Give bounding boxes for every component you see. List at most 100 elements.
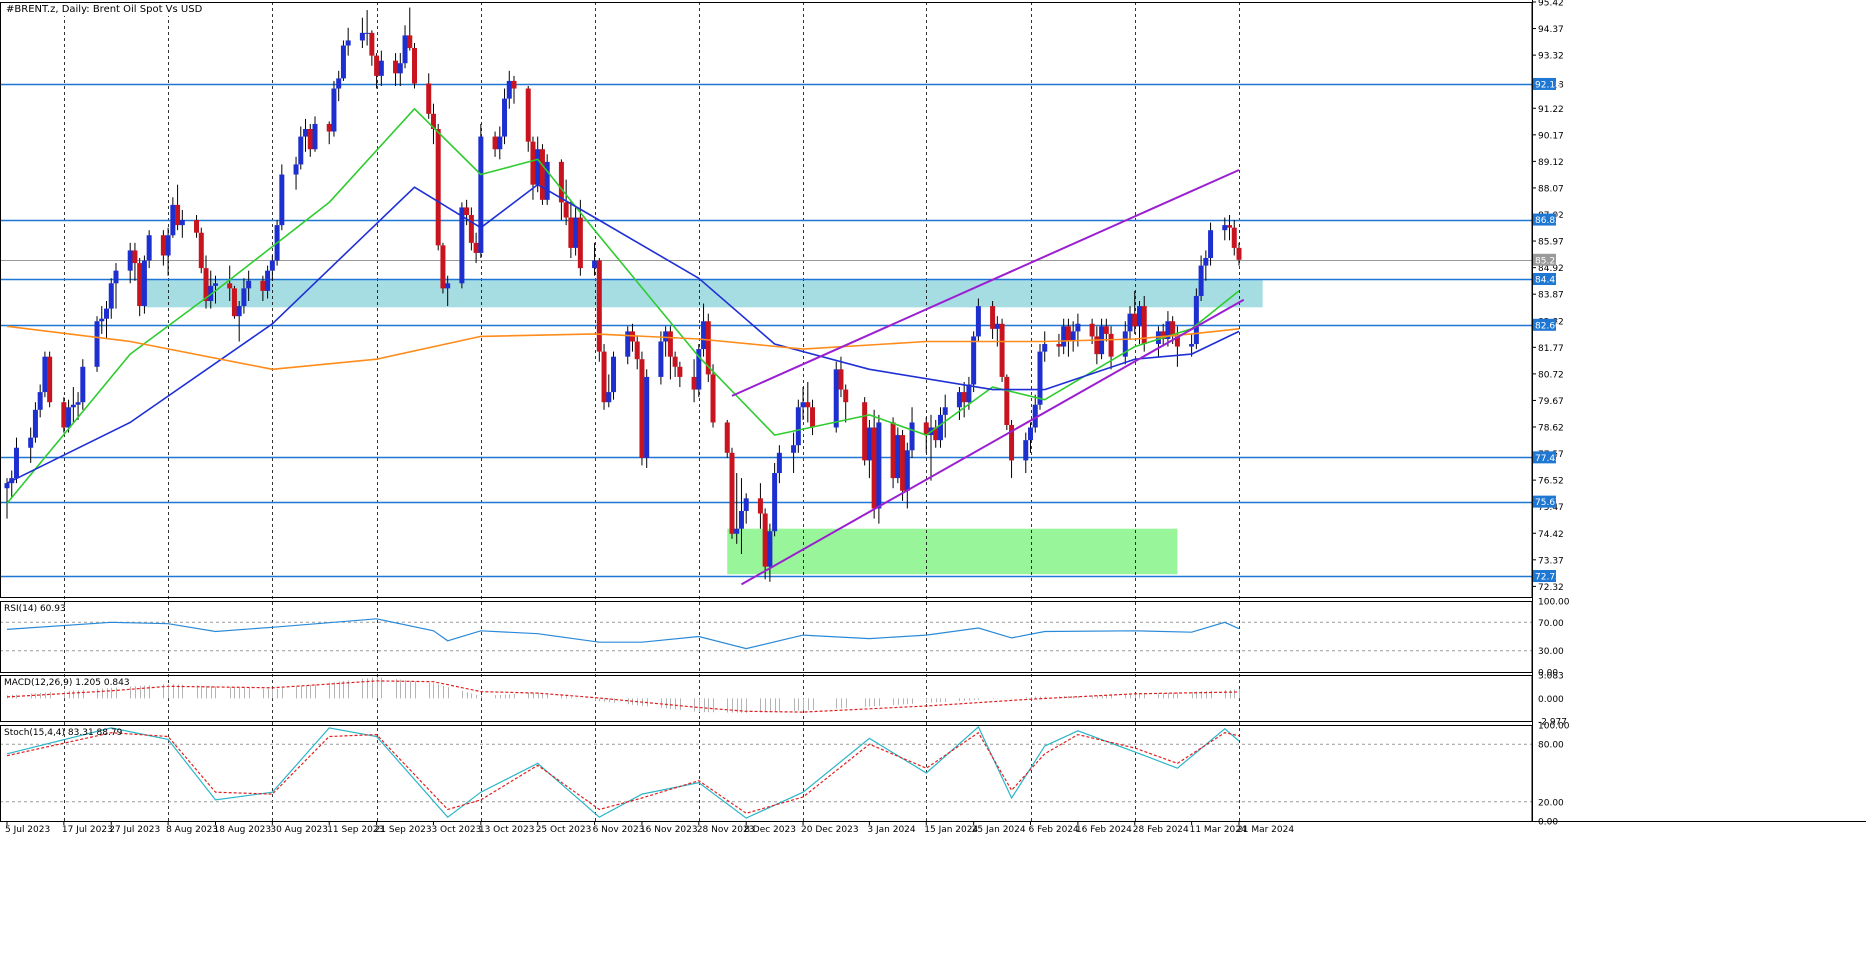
- bear-candle: [677, 366, 683, 377]
- price-tick-label: 93.32: [1538, 52, 1564, 62]
- bull-candle: [776, 452, 782, 474]
- stoch-label: Stoch(15,4,4) 83.31 88.79: [4, 728, 123, 738]
- bear-candle: [558, 161, 564, 203]
- macd-tick-label: 3.083: [1538, 672, 1564, 682]
- macd-pane-frame: [0, 675, 1533, 722]
- bear-candle: [1065, 326, 1071, 342]
- bear-candle: [563, 202, 569, 218]
- rsi-tick-label: 30.00: [1538, 647, 1564, 657]
- level-price-tag: 84.47: [1535, 276, 1561, 286]
- bull-candle: [28, 437, 34, 448]
- bull-candle: [165, 235, 171, 256]
- bull-candle: [70, 404, 76, 408]
- chart-title: #BRENT.z, Daily: Brent Oil Spot Vs USD: [6, 4, 203, 15]
- price-tick-label: 74.42: [1538, 530, 1564, 540]
- bear-candle: [890, 422, 896, 479]
- bear-candle: [862, 402, 868, 461]
- bear-candle: [430, 113, 436, 129]
- bear-candle: [923, 422, 929, 436]
- bear-candle: [1141, 306, 1147, 345]
- bull-candle: [1155, 331, 1161, 345]
- date-tick-label: 30 Aug 2023: [270, 825, 328, 835]
- bull-candle: [445, 283, 451, 289]
- date-tick-label: 20 Dec 2023: [801, 825, 859, 835]
- price-tick-label: 80.72: [1538, 370, 1564, 380]
- bull-candle: [66, 407, 72, 428]
- candles-layer[interactable]: [4, 7, 1242, 582]
- bull-candle: [75, 402, 81, 405]
- price-tick-label: 73.37: [1538, 556, 1564, 566]
- bull-candle: [544, 161, 550, 200]
- bear-candle: [440, 245, 446, 289]
- bear-candle: [1108, 333, 1114, 357]
- bear-candle: [1004, 376, 1010, 425]
- bull-candle: [212, 283, 218, 286]
- bull-candle: [179, 220, 185, 226]
- price-tick-label: 72.32: [1538, 583, 1564, 593]
- bear-candle: [1103, 326, 1109, 334]
- bull-candle: [141, 260, 147, 307]
- bull-candle: [364, 32, 370, 34]
- bull-candle: [909, 422, 915, 451]
- bull-candle: [1037, 351, 1043, 405]
- current-price-tag: 85.23: [1535, 256, 1561, 266]
- date-tick-label: 18 Aug 2023: [213, 825, 271, 835]
- bull-candle: [246, 280, 252, 289]
- bull-candle: [459, 207, 465, 284]
- price-tick-label: 88.07: [1538, 184, 1564, 194]
- bear-candle: [227, 283, 233, 289]
- bear-candle: [473, 242, 479, 253]
- date-tick-label: 3 Oct 2023: [431, 825, 481, 835]
- bear-candle: [1160, 331, 1166, 339]
- price-tick-label: 84.92: [1538, 264, 1564, 274]
- bull-candle: [611, 356, 617, 393]
- levels-layer[interactable]: [0, 83, 1532, 578]
- resistance-zone: [144, 279, 1263, 308]
- bear-candle: [634, 341, 640, 360]
- bull-candle: [606, 392, 612, 403]
- level-price-tag-bg: [1533, 77, 1556, 90]
- bull-candle: [644, 376, 650, 458]
- bull-candle: [80, 366, 86, 403]
- price-tick-label: 85.97: [1538, 238, 1564, 248]
- price-tick-label: 76.52: [1538, 477, 1564, 487]
- bull-candle: [904, 450, 910, 491]
- bull-candle: [795, 407, 801, 446]
- date-tick-label: 3 Jan 2024: [867, 825, 915, 835]
- level-price-tag: 75.67: [1535, 498, 1561, 508]
- price-axis[interactable]: 95.42 94.37 93.32 92.18 91.22 90.17 89.12 88.07…: [1532, 0, 1570, 828]
- zones-layer: [144, 279, 1263, 575]
- bull-candle: [1165, 321, 1171, 339]
- bear-candle: [805, 402, 811, 408]
- rsi-tick-label: 100.00: [1538, 598, 1570, 608]
- bear-candle: [1056, 344, 1062, 347]
- demand-zone: [727, 528, 1178, 575]
- bear-candle: [464, 207, 470, 216]
- bull-candle: [791, 445, 797, 453]
- bull-candle: [336, 78, 342, 89]
- date-tick-label: 21 Mar 2024: [1237, 825, 1294, 835]
- bull-candle: [734, 528, 740, 534]
- bear-candle: [198, 232, 204, 269]
- bull-candle: [241, 288, 247, 307]
- bull-candle: [108, 283, 114, 309]
- date-tick-label: 27 Jul 2023: [109, 825, 160, 835]
- bull-candle: [146, 235, 152, 261]
- bull-candle: [738, 510, 744, 529]
- bull-candle: [866, 427, 872, 461]
- bull-candle: [32, 409, 38, 438]
- bull-candle: [592, 260, 598, 269]
- bull-candle: [265, 270, 271, 291]
- bear-candle: [601, 351, 607, 403]
- bear-candle: [1009, 424, 1015, 461]
- level-price-tag: 72.73: [1535, 573, 1561, 583]
- bull-candle: [876, 422, 882, 509]
- bear-candle: [838, 369, 844, 390]
- bull-candle: [1061, 326, 1067, 347]
- channel-layer[interactable]: [731, 169, 1245, 586]
- macd-signal-line: [6, 680, 1240, 713]
- bull-candle: [345, 40, 351, 46]
